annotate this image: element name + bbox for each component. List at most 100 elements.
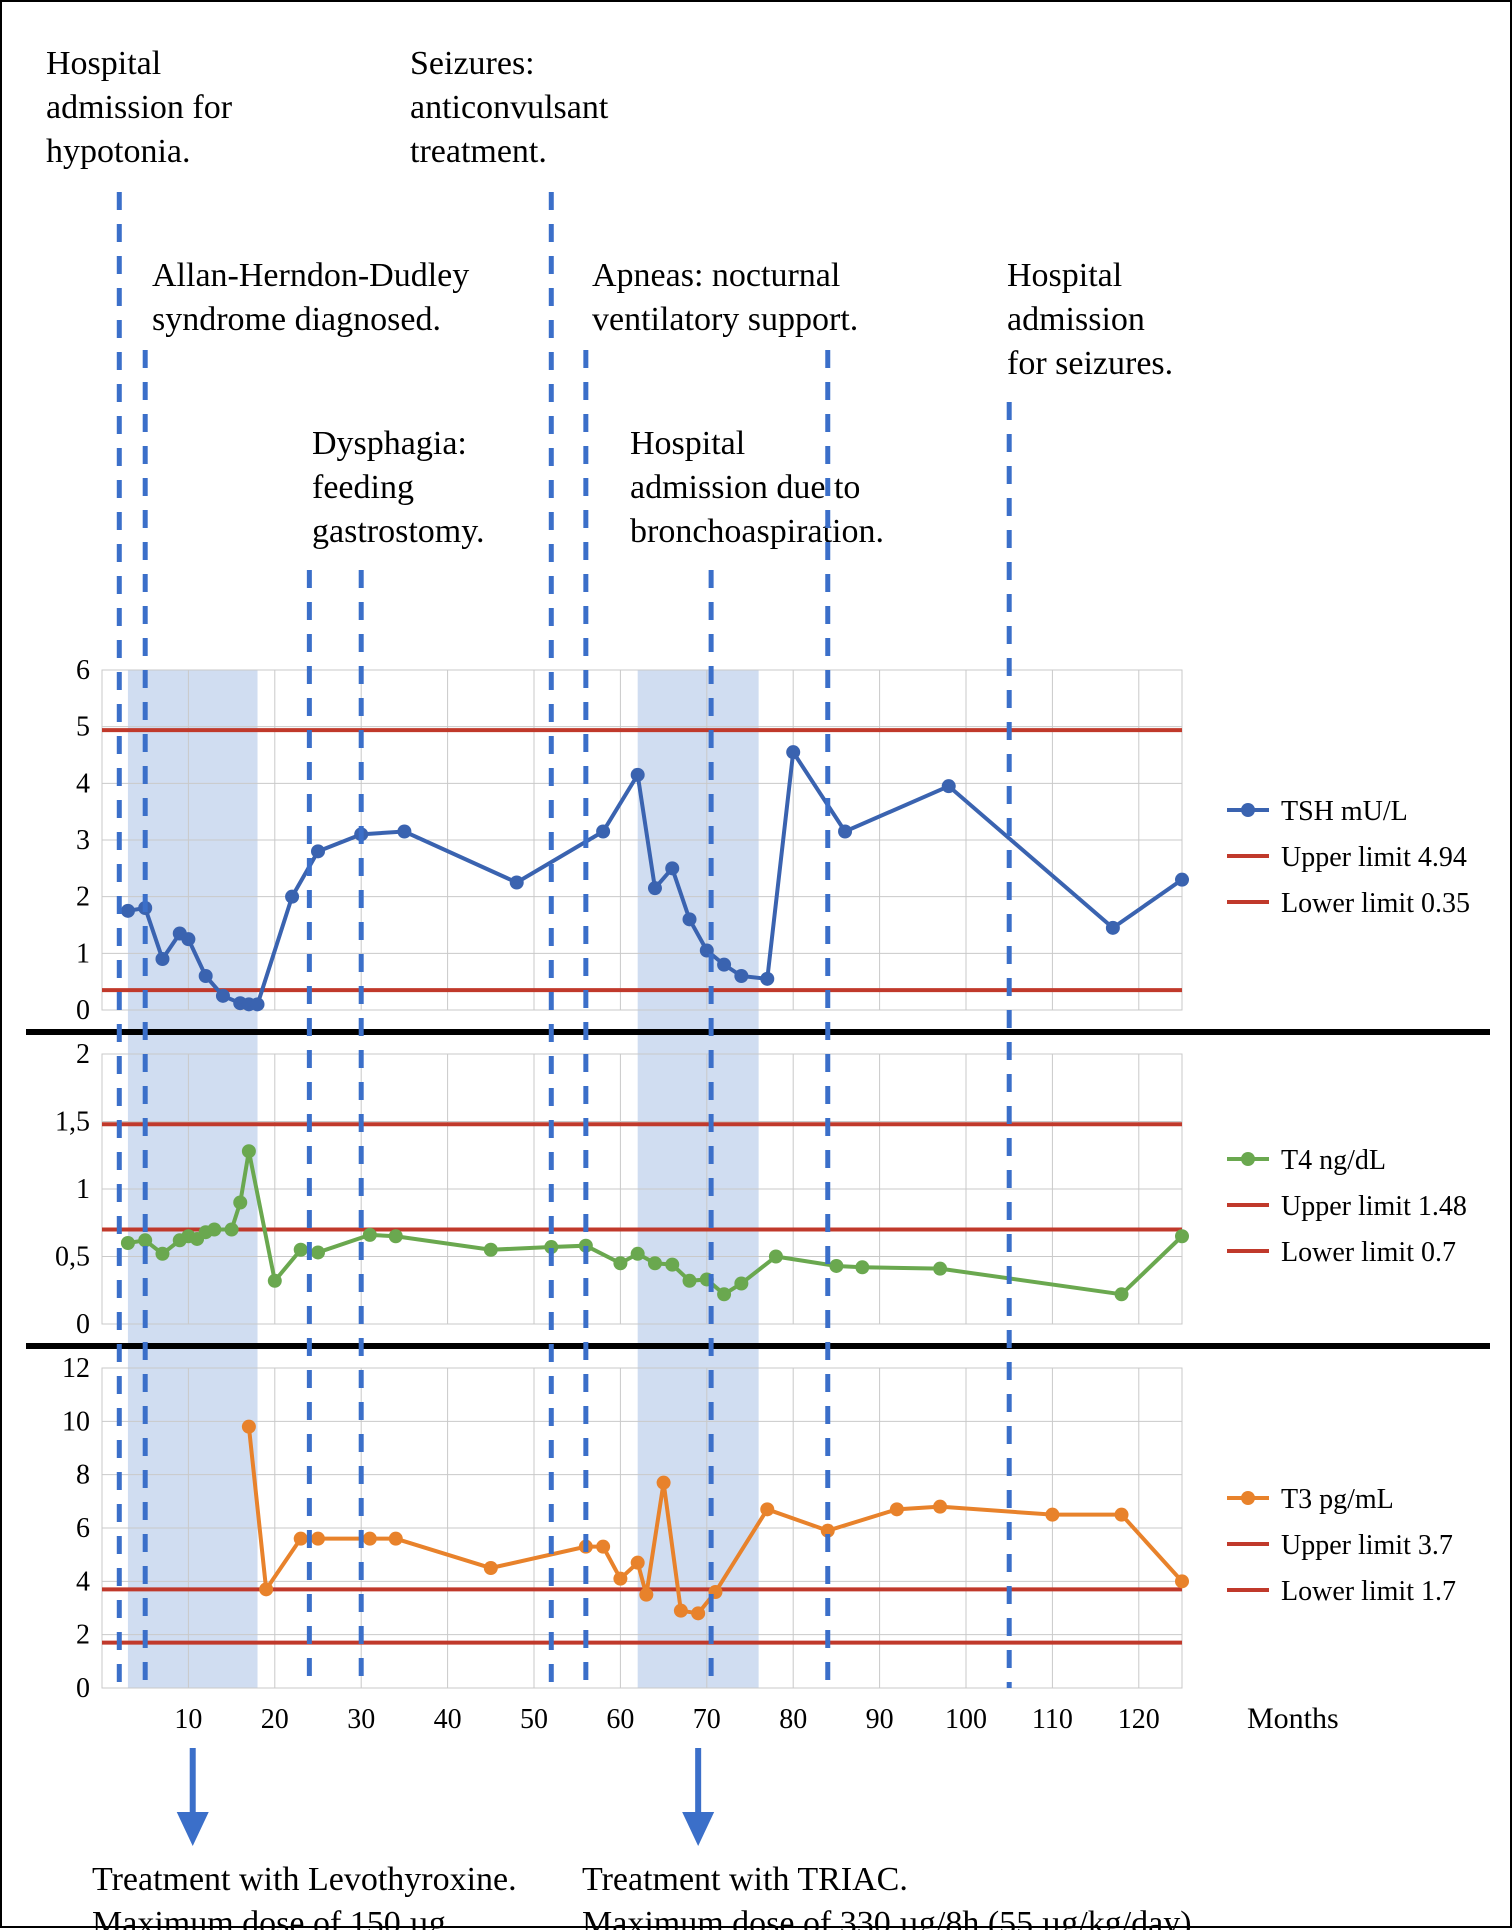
tsh-marker (665, 861, 679, 875)
tsh-marker (1175, 873, 1189, 887)
tsh-marker (648, 881, 662, 895)
y-tick-label: 1 (76, 1174, 90, 1205)
event-annotation: admission for (46, 89, 233, 126)
tsh-marker (216, 989, 230, 1003)
x-tick-label: 40 (434, 1704, 462, 1735)
t3-marker (639, 1588, 653, 1602)
t4-marker (389, 1229, 403, 1243)
treatment-label: Treatment with Levothyroxine. (92, 1861, 517, 1898)
y-tick-label: 4 (76, 768, 90, 799)
event-annotation: gastrostomy. (312, 513, 485, 550)
t4-marker (683, 1274, 697, 1288)
t3-marker (596, 1540, 610, 1554)
y-tick-label: 2 (76, 1039, 90, 1070)
event-annotation: Hospital (630, 425, 745, 462)
tsh-marker (734, 969, 748, 983)
tsh-marker (838, 825, 852, 839)
tsh-marker (1106, 921, 1120, 935)
tsh-marker (683, 912, 697, 926)
t4-marker (717, 1287, 731, 1301)
arrowhead-icon (682, 1812, 714, 1846)
y-tick-label: 2 (76, 882, 90, 913)
tsh-marker (251, 997, 265, 1011)
t3-marker (259, 1582, 273, 1596)
tsh-marker (596, 825, 610, 839)
event-annotation: bronchoaspiration. (630, 513, 884, 550)
y-tick-label: 8 (76, 1460, 90, 1491)
x-tick-label: 20 (261, 1704, 289, 1735)
legend-label: T3 pg/mL (1281, 1484, 1394, 1515)
t4-marker (121, 1236, 135, 1250)
y-tick-label: 1 (76, 938, 90, 969)
t4-marker (242, 1144, 256, 1158)
t3-marker (1115, 1508, 1129, 1522)
t3-marker (674, 1604, 688, 1618)
y-tick-label: 12 (62, 1353, 90, 1384)
t4-marker (311, 1245, 325, 1259)
figure-container: 0123456TSH mU/LUpper limit 4.94Lower lim… (0, 0, 1512, 1928)
t3-marker (484, 1561, 498, 1575)
y-tick-label: 0 (76, 1673, 90, 1704)
t4-marker (138, 1233, 152, 1247)
tsh-marker (631, 768, 645, 782)
y-tick-label: 6 (76, 655, 90, 686)
event-annotation: feeding (312, 469, 414, 506)
t3-marker (363, 1532, 377, 1546)
t4-marker (363, 1228, 377, 1242)
legend-label: Lower limit 0.35 (1281, 888, 1470, 919)
y-tick-label: 0,5 (55, 1242, 90, 1273)
y-tick-label: 10 (62, 1406, 90, 1437)
treatment-label: Maximum dose of 330 µg/8h (55 µg/kg/day)… (582, 1905, 1200, 1930)
t4-marker (631, 1247, 645, 1261)
event-annotation: admission (1007, 301, 1145, 338)
legend-label: Upper limit 3.7 (1281, 1530, 1453, 1561)
tsh-marker (942, 779, 956, 793)
y-tick-label: 2 (76, 1620, 90, 1651)
legend-label: Lower limit 1.7 (1281, 1576, 1456, 1607)
t4-marker (155, 1247, 169, 1261)
x-tick-label: 60 (606, 1704, 634, 1735)
tsh-marker (181, 932, 195, 946)
y-tick-label: 6 (76, 1513, 90, 1544)
tsh-marker (397, 825, 411, 839)
tsh-marker (760, 972, 774, 986)
t4-marker (769, 1250, 783, 1264)
y-tick-label: 0 (76, 1309, 90, 1340)
x-axis-label: Months (1247, 1702, 1339, 1735)
event-annotation: Hospital (1007, 257, 1122, 294)
figure-svg: 0123456TSH mU/LUpper limit 4.94Lower lim… (2, 2, 1512, 1930)
t4-marker (268, 1274, 282, 1288)
arrowhead-icon (177, 1812, 209, 1846)
x-tick-label: 50 (520, 1704, 548, 1735)
x-tick-label: 80 (779, 1704, 807, 1735)
t3-marker (1175, 1574, 1189, 1588)
t4-marker (233, 1196, 247, 1210)
y-tick-label: 0 (76, 995, 90, 1026)
event-annotation: ventilatory support. (592, 301, 858, 338)
x-tick-label: 110 (1032, 1704, 1073, 1735)
t3-marker (691, 1606, 705, 1620)
tsh-marker (311, 844, 325, 858)
tsh-marker (121, 904, 135, 918)
t4-marker (1175, 1229, 1189, 1243)
event-annotation: Seizures: (410, 45, 535, 82)
x-tick-label: 120 (1118, 1704, 1160, 1735)
t3-marker (613, 1572, 627, 1586)
t4-marker (648, 1256, 662, 1270)
t3-marker (311, 1532, 325, 1546)
t3-marker (294, 1532, 308, 1546)
event-annotation: Apneas: nocturnal (592, 257, 840, 294)
t4-marker (613, 1256, 627, 1270)
t3-marker (1045, 1508, 1059, 1522)
x-tick-label: 90 (866, 1704, 894, 1735)
event-annotation: Hospital (46, 45, 161, 82)
event-annotation: Dysphagia: (312, 425, 467, 462)
y-tick-label: 5 (76, 712, 90, 743)
x-tick-label: 100 (945, 1704, 987, 1735)
legend-swatch (1241, 1491, 1255, 1505)
legend-swatch (1241, 1152, 1255, 1166)
t4-marker (734, 1277, 748, 1291)
tsh-marker (717, 958, 731, 972)
t4-marker (829, 1259, 843, 1273)
x-tick-label: 30 (347, 1704, 375, 1735)
